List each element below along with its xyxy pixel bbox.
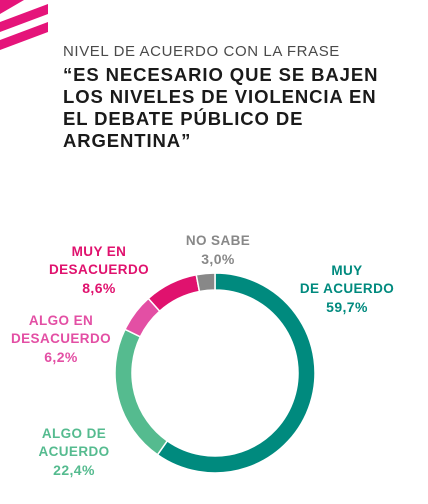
- chart-subtitle: NIVEL DE ACUERDO CON LA FRASE: [63, 43, 340, 60]
- title-line: ARGENTINA”: [63, 130, 192, 151]
- slice-muy-en-desacuerdo: [147, 273, 201, 313]
- label-line: NO SABE: [185, 233, 251, 248]
- label-no-sabe: NO SABE 3,0%: [168, 232, 268, 268]
- label-line: ALGO EN: [28, 313, 94, 328]
- slice-no-sabe: [195, 272, 216, 293]
- brand-logo: [0, 0, 48, 50]
- label-line: DESACUERDO: [48, 262, 149, 277]
- label-line: MUY EN: [71, 244, 127, 259]
- label-line: ACUERDO: [38, 444, 110, 459]
- label-algo-de-acuerdo: ALGO DE ACUERDO 22,4%: [24, 425, 124, 479]
- value-label: 59,7%: [326, 299, 368, 315]
- label-muy-de-acuerdo: MUY DE ACUERDO 59,7%: [292, 262, 402, 316]
- value-label: 8,6%: [82, 280, 116, 296]
- value-label: 22,4%: [53, 462, 95, 478]
- label-line: DE ACUERDO: [299, 281, 395, 296]
- label-algo-en-desacuerdo: ALGO EN DESACUERDO 6,2%: [6, 312, 116, 366]
- title-line: LOS NIVELES DE VIOLENCIA EN: [63, 86, 377, 107]
- value-label: 6,2%: [44, 349, 78, 365]
- title-line: “ES NECESARIO QUE SE BAJEN: [63, 64, 379, 85]
- label-line: DESACUERDO: [10, 331, 111, 346]
- label-line: ALGO DE: [41, 426, 107, 441]
- label-muy-en-desacuerdo: MUY EN DESACUERDO 8,6%: [44, 243, 154, 297]
- label-line: MUY: [331, 263, 363, 278]
- title-line: EL DEBATE PÚBLICO DE: [63, 108, 304, 129]
- value-label: 3,0%: [201, 251, 235, 267]
- chart-title: “ES NECESARIO QUE SE BAJEN LOS NIVELES D…: [63, 64, 413, 152]
